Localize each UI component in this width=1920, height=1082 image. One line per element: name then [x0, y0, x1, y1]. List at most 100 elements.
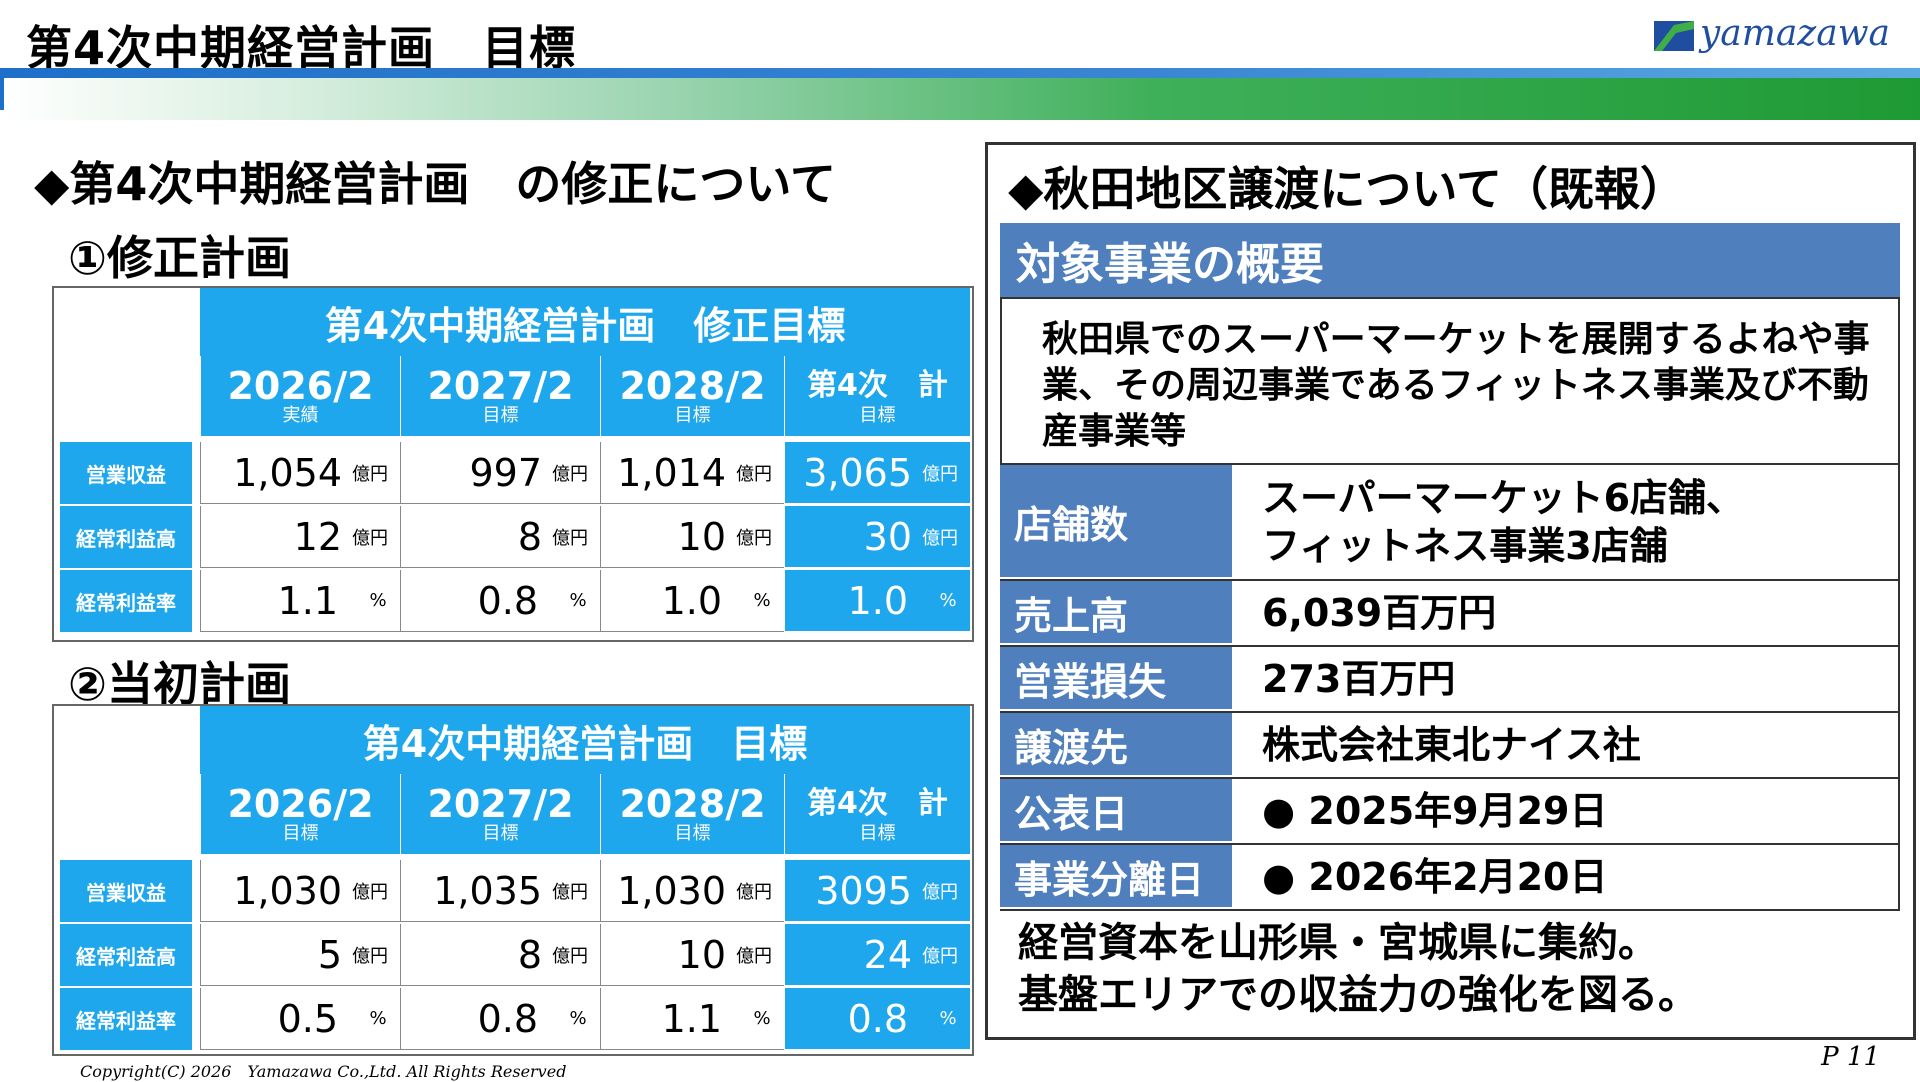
overview-value: ● 2026年2月20日 — [1232, 845, 1900, 909]
conclusion-line: 経営資本を山形県・宮城県に集約。 — [1018, 920, 1658, 966]
column-header-total: 第4次 計 目標 — [784, 356, 970, 436]
logo-mark-icon — [1653, 21, 1694, 51]
table-title: 第4次中期経営計画 修正目標 — [200, 288, 970, 356]
column-header: 2026/2 目標 — [200, 774, 400, 854]
column-sub: 目標 — [674, 823, 711, 844]
overview-label: 売上高 — [1000, 581, 1232, 645]
cell-value: 5 — [317, 932, 342, 977]
cell-value: 30 — [863, 514, 912, 559]
overview-title: 対象事業の概要 — [1000, 223, 1900, 297]
cell-unit: 億円 — [352, 527, 388, 549]
cell-value: 24 — [863, 932, 912, 977]
table-row: 経常利益高 12 億円 8 億円 10 億円 30 億円 — [54, 506, 972, 568]
overview-value: スーパーマーケット6店舗、 フィットネス事業3店舗 — [1232, 465, 1900, 579]
cell-unit: 億円 — [922, 463, 958, 485]
column-year: 2028/2 — [619, 364, 766, 408]
column-header: 2027/2 目標 — [400, 774, 600, 854]
column-year: 第4次 計 — [807, 786, 948, 821]
cell-unit: 億円 — [352, 463, 388, 485]
cell-unit: % — [569, 590, 587, 611]
cell-value: 997 — [469, 450, 542, 495]
revised-plan-table: 第4次中期経営計画 修正目標 2026/2 実績 2027/2 目標 2028/… — [52, 286, 974, 642]
column-header: 2026/2 実績 — [200, 356, 400, 436]
original-plan-heading: ②当初計画 — [68, 657, 291, 711]
table-row: 経常利益率 0.5% 0.8% 1.1% 0.8% — [54, 988, 972, 1050]
column-sub: 目標 — [482, 405, 519, 426]
cell-unit: 億円 — [736, 881, 772, 903]
cell-unit: 億円 — [552, 881, 588, 903]
cell-unit: 億円 — [552, 945, 588, 967]
column-sub: 実績 — [282, 405, 319, 426]
overview-label: 公表日 — [1000, 779, 1232, 843]
cell-unit: % — [369, 590, 387, 611]
table-header-row: 2026/2 実績 2027/2 目標 2028/2 目標 第4次 計 目標 — [200, 356, 972, 436]
overview-label: 事業分離日 — [1000, 845, 1232, 909]
overview-label: 譲渡先 — [1000, 713, 1232, 777]
cell-value: 3095 — [815, 868, 912, 913]
copyright-text: Copyright(C) 2026 Yamazawa Co.,Ltd. All … — [80, 1062, 567, 1081]
cell-value: 1,014 — [617, 450, 726, 495]
table-cell: 5 億円 — [200, 924, 400, 986]
column-header: 2028/2 目標 — [600, 774, 784, 854]
row-label: 営業収益 — [60, 442, 192, 504]
cell-unit: 億円 — [352, 881, 388, 903]
original-plan-table: 第4次中期経営計画 目標 2026/2 目標 2027/2 目標 2028/2 … — [52, 704, 974, 1056]
column-year: 2026/2 — [227, 364, 374, 408]
table-row: 経常利益率 1.1% 0.8% 1.0% 1.0% — [54, 570, 972, 632]
table-cell: 0.5% — [200, 988, 400, 1050]
cell-value: 3,065 — [803, 450, 912, 495]
table-cell: 1,030 億円 — [600, 860, 784, 922]
conclusion-text: 経営資本を山形県・宮城県に集約。 基盤エリアでの収益力の強化を図る。 — [1018, 917, 1698, 1021]
overview-label: 営業損失 — [1000, 647, 1232, 711]
revised-plan-heading: ①修正計画 — [68, 231, 291, 285]
table-cell: 0.8% — [400, 570, 600, 632]
table-cell: 0.8% — [400, 988, 600, 1050]
conclusion-line: 基盤エリアでの収益力の強化を図る。 — [1018, 972, 1698, 1018]
table-cell: 8 億円 — [400, 506, 600, 568]
page-title: 第4次中期経営計画 目標 — [26, 21, 577, 75]
column-sub: 目標 — [482, 823, 519, 844]
cell-unit: 億円 — [736, 527, 772, 549]
table-cell: 8 億円 — [400, 924, 600, 986]
overview-row: 売上高 6,039百万円 — [1000, 581, 1900, 647]
company-logo: yamazawa — [1653, 8, 1890, 58]
page-number: P 11 — [1821, 1042, 1880, 1072]
cell-value: 1.0 — [661, 578, 722, 623]
cell-unit: % — [753, 1008, 771, 1029]
row-label: 営業収益 — [60, 860, 192, 922]
table-cell-total: 30 億円 — [784, 506, 970, 568]
cell-unit: 億円 — [922, 527, 958, 549]
table-cell: 997 億円 — [400, 442, 600, 504]
column-header: 2028/2 目標 — [600, 356, 784, 436]
table-header-row: 2026/2 目標 2027/2 目標 2028/2 目標 第4次 計 目標 — [200, 774, 972, 854]
overview-label: 店舗数 — [1000, 465, 1232, 579]
cell-unit: 億円 — [922, 881, 958, 903]
column-sub: 目標 — [674, 405, 711, 426]
cell-unit: 億円 — [736, 463, 772, 485]
column-year: 2028/2 — [619, 782, 766, 826]
column-year: 2027/2 — [427, 364, 574, 408]
cell-unit: % — [939, 1008, 957, 1029]
cell-value: 1.1 — [277, 578, 338, 623]
logo-text: yamazawa — [1699, 12, 1890, 54]
table-body: 営業収益 1,030 億円 1,035 億円 1,030 億円 3095 億円 経常利益… — [54, 860, 972, 1052]
cell-unit: % — [753, 590, 771, 611]
header-band-edge — [0, 70, 4, 110]
cell-value: 10 — [677, 932, 726, 977]
table-cell: 1,014 億円 — [600, 442, 784, 504]
section-heading-revision: ◆第4次中期経営計画 の修正について — [34, 157, 837, 211]
cell-unit: 億円 — [922, 945, 958, 967]
header-band-blue — [0, 68, 1920, 78]
overview-value: 6,039百万円 — [1232, 581, 1900, 645]
table-cell: 10 億円 — [600, 506, 784, 568]
cell-value: 1.1 — [661, 996, 722, 1041]
table-body: 営業収益 1,054 億円 997 億円 1,014 億円 3,065 億円 経常利益高… — [54, 442, 972, 634]
cell-value: 8 — [517, 514, 542, 559]
overview-row: 店舗数 スーパーマーケット6店舗、 フィットネス事業3店舗 — [1000, 465, 1900, 581]
cell-value: 0.5 — [277, 996, 338, 1041]
table-cell-total: 3095 億円 — [784, 860, 970, 922]
table-cell: 10 億円 — [600, 924, 784, 986]
table-cell: 1.0% — [600, 570, 784, 632]
column-header-total: 第4次 計 目標 — [784, 774, 970, 854]
cell-value: 10 — [677, 514, 726, 559]
